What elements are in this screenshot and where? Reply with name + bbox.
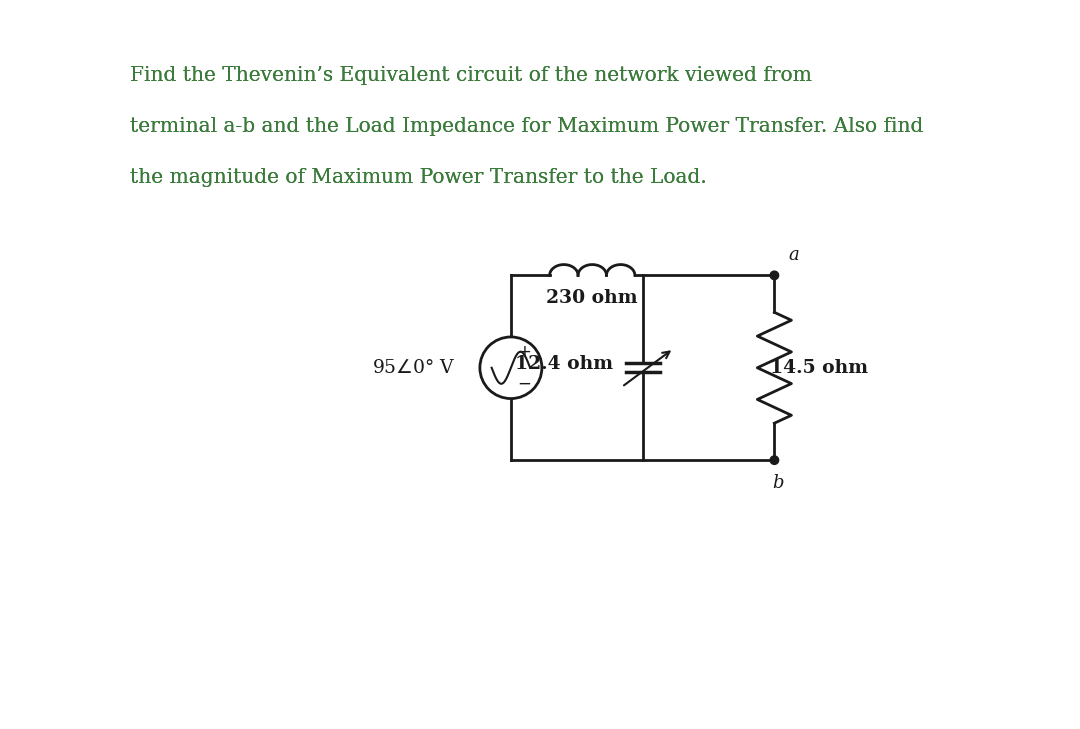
Text: +: + xyxy=(517,343,531,361)
Text: the magnitude of Maximum Power Transfer to the Load.: the magnitude of Maximum Power Transfer … xyxy=(130,168,706,187)
Text: the magnitude of Maximum Power Transfer to the Load.: the magnitude of Maximum Power Transfer … xyxy=(130,168,706,187)
Circle shape xyxy=(770,456,779,464)
Text: 230 ohm: 230 ohm xyxy=(546,289,638,307)
Text: Find the Thevenin’s Equivalent circuit of the network viewed from: Find the Thevenin’s Equivalent circuit o… xyxy=(130,66,811,85)
Text: 12.4 ohm: 12.4 ohm xyxy=(515,355,613,373)
Text: b: b xyxy=(772,474,784,492)
Text: terminal a-b and the Load Impedance for Maximum Power Transfer. Also find: terminal a-b and the Load Impedance for … xyxy=(130,117,923,136)
Text: −: − xyxy=(517,375,531,392)
Text: Find the Thevenin’s Equivalent circuit of the network viewed from: Find the Thevenin’s Equivalent circuit o… xyxy=(130,66,811,85)
Text: terminal a-b and the Load Impedance for Maximum Power Transfer. Also find: terminal a-b and the Load Impedance for … xyxy=(130,117,923,136)
Text: 14.5 ohm: 14.5 ohm xyxy=(770,359,868,377)
Text: a: a xyxy=(788,246,799,264)
Circle shape xyxy=(770,271,779,280)
Text: 95$\angle$0$\degree$ V: 95$\angle$0$\degree$ V xyxy=(373,359,456,377)
